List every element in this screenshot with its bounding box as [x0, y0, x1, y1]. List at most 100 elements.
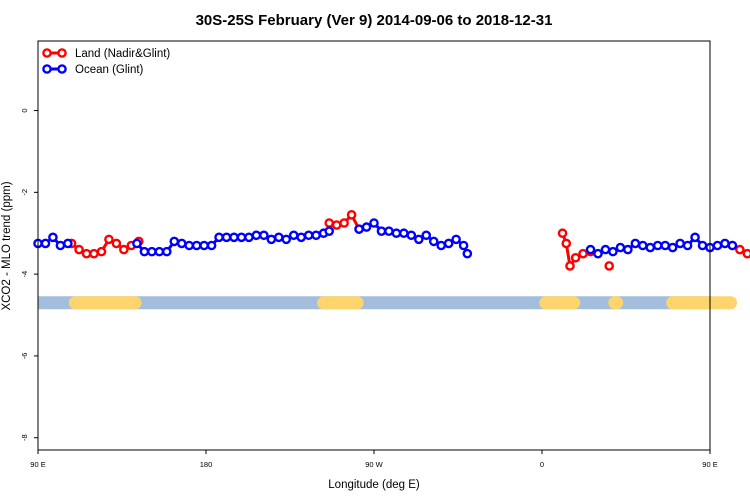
land-point — [570, 252, 581, 263]
y-tick-label: -6 — [20, 353, 29, 360]
ocean-point — [391, 228, 402, 239]
legend-land-marker — [57, 48, 67, 58]
ocean-point — [48, 232, 58, 243]
ocean-point — [169, 236, 180, 247]
series-layer — [33, 210, 750, 271]
ocean-point — [184, 240, 194, 251]
ocean-point — [451, 234, 461, 245]
land-point — [578, 248, 588, 259]
ocean-point — [296, 232, 307, 243]
ocean-point — [236, 232, 247, 243]
ocean-point — [266, 234, 277, 245]
ocean-point — [712, 240, 723, 251]
land-point — [339, 218, 349, 228]
y-tick-label: -4 — [20, 271, 29, 278]
ocean-point — [630, 238, 641, 249]
legend-land-label: Land (Nadir&Glint) — [75, 48, 170, 60]
ocean-point — [436, 240, 447, 251]
ocean-point — [421, 230, 432, 241]
land-point — [324, 218, 335, 228]
ocean-point — [675, 238, 685, 249]
land-point — [557, 228, 568, 239]
ocean-point — [727, 240, 738, 251]
ocean-point — [139, 246, 150, 257]
x-tick-label: 90 W — [365, 460, 383, 469]
land-point — [104, 234, 114, 245]
ocean-point — [161, 246, 172, 257]
land-point — [735, 244, 745, 255]
ocean-point — [697, 240, 708, 251]
ocean-point — [214, 232, 224, 243]
ocean-point — [55, 240, 66, 251]
ocean-point — [667, 242, 678, 253]
ocean-point — [406, 230, 417, 241]
ocean-point — [132, 238, 142, 249]
ocean-point — [221, 232, 232, 243]
ocean-point — [399, 228, 409, 239]
ocean-point — [259, 230, 269, 241]
legend-ocean-marker — [42, 64, 52, 74]
ocean-point — [458, 240, 469, 251]
ocean-point — [443, 238, 454, 249]
ocean-point — [206, 240, 217, 251]
legend-ocean-label: Ocean (Glint) — [75, 64, 144, 76]
ocean-point — [251, 230, 262, 241]
ocean-point — [176, 238, 187, 249]
y-tick-label: -2 — [20, 189, 29, 196]
y-axis: 0 -2 -4 -6 -8 — [20, 108, 38, 441]
x-tick-label: 90 E — [702, 460, 717, 469]
ocean-point — [361, 222, 372, 232]
land-point — [742, 248, 750, 259]
ocean-point — [600, 244, 611, 255]
ocean-point — [369, 218, 379, 228]
ocean-point — [585, 244, 596, 255]
land-point — [96, 246, 107, 257]
x-tick-label: 0 — [540, 460, 544, 469]
y-tick-label: 0 — [20, 108, 29, 112]
y-axis-label: XCO2 - MLO trend (ppm) — [1, 181, 13, 310]
ocean-point — [638, 240, 648, 251]
ocean-point — [63, 238, 73, 249]
x-tick-label: 180 — [200, 460, 213, 469]
ocean-point — [354, 224, 364, 234]
ocean-point — [288, 230, 299, 241]
ocean-point — [462, 248, 473, 259]
land-point — [74, 244, 84, 255]
ocean-point — [40, 238, 51, 249]
ocean-point — [413, 234, 424, 245]
ocean-point — [281, 234, 292, 245]
x-axis-label: Longitude (deg E) — [328, 479, 420, 491]
ocean-point — [623, 244, 633, 255]
land-point — [81, 248, 92, 259]
ocean-point — [376, 226, 387, 236]
land-point — [111, 238, 122, 249]
legend: Land (Nadir&Glint) Ocean (Glint) — [42, 48, 170, 76]
ocean-point — [191, 240, 202, 251]
ocean-point — [199, 240, 209, 251]
ocean-point — [645, 242, 656, 253]
ocean-point — [593, 248, 603, 259]
chart-title: 30S-25S February (Ver 9) 2014-09-06 to 2… — [196, 12, 553, 29]
ocean-point — [608, 246, 618, 257]
ocean-point — [428, 236, 439, 247]
ocean-point — [615, 242, 626, 253]
y-tick-label: -8 — [20, 434, 29, 441]
ocean-point — [273, 232, 284, 243]
land-point — [89, 248, 99, 259]
ocean-point — [154, 246, 165, 257]
ocean-point — [720, 238, 730, 249]
land-point — [346, 210, 357, 220]
ocean-point — [660, 240, 671, 251]
land-point — [561, 238, 572, 249]
x-tick-label: 90 E — [30, 460, 45, 469]
ocean-point — [682, 240, 693, 251]
ocean-point — [652, 240, 663, 251]
land-point — [331, 220, 342, 230]
ocean-point — [244, 232, 254, 243]
legend-ocean-marker — [57, 64, 67, 74]
ocean-point — [311, 230, 321, 241]
ocean-point — [690, 232, 700, 243]
ocean-point — [384, 226, 394, 236]
legend-land-marker — [42, 48, 52, 58]
